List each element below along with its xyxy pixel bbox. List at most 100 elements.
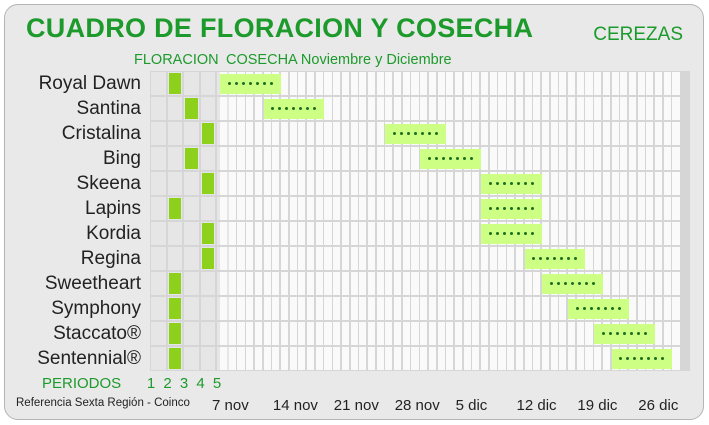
harvest-dot: [623, 332, 627, 335]
harvest-dot: [530, 207, 534, 210]
day-cell: [585, 222, 593, 245]
period-cell: [151, 222, 166, 245]
harvest-window-bar: [481, 173, 542, 194]
day-cell: [454, 197, 463, 220]
date-label: 5 dic: [455, 397, 488, 414]
day-cell: [237, 172, 245, 195]
day-cell: [472, 172, 480, 195]
day-cell: [637, 247, 645, 270]
harvest-dot: [442, 157, 446, 160]
day-cell: [315, 72, 323, 95]
harvest-dot: [509, 232, 513, 235]
harvest-window-bar: [420, 148, 481, 169]
day-cell: [437, 222, 445, 245]
day-cell: [280, 72, 289, 95]
day-cell: [411, 347, 419, 370]
day-cell: [611, 172, 619, 195]
harvest-window-bar: [594, 323, 655, 344]
day-cell: [315, 322, 323, 345]
day-cell: [472, 297, 480, 320]
day-cell: [463, 72, 471, 95]
period-cell: [151, 197, 166, 220]
flowering-period-mark: [185, 148, 198, 169]
harvest-dot: [616, 332, 620, 335]
day-cell: [420, 97, 428, 120]
harvest-dot: [278, 107, 282, 110]
day-cell: [541, 322, 550, 345]
day-cell: [489, 322, 497, 345]
day-cell: [637, 72, 645, 95]
day-cell: [672, 147, 680, 170]
day-cell: [559, 347, 567, 370]
day-cell: [367, 272, 376, 295]
harvest-dot: [654, 357, 658, 360]
period-cell: [184, 272, 199, 295]
day-cell: [333, 122, 341, 145]
day-cell: [655, 297, 663, 320]
day-cell: [376, 197, 384, 220]
day-cell: [481, 97, 489, 120]
period-cell: [184, 247, 199, 270]
day-cell: [359, 97, 367, 120]
day-cell: [228, 147, 236, 170]
day-cell: [655, 147, 663, 170]
day-cell: [359, 247, 367, 270]
day-cell: [594, 197, 602, 220]
day-cell: [663, 97, 671, 120]
day-cell: [420, 197, 428, 220]
day-cell: [350, 247, 358, 270]
day-cell: [550, 197, 558, 220]
day-cell: [367, 247, 376, 270]
day-cell: [611, 72, 619, 95]
day-cell: [272, 122, 280, 145]
harvest-dot: [407, 132, 411, 135]
flowering-period-mark: [201, 123, 214, 144]
day-cell: [541, 197, 550, 220]
day-cell: [628, 72, 637, 95]
day-cell: [568, 122, 576, 145]
day-cell: [341, 322, 349, 345]
day-cell: [454, 272, 463, 295]
day-cell: [280, 172, 289, 195]
day-cell: [350, 72, 358, 95]
day-cell: [541, 297, 550, 320]
day-cell: [359, 172, 367, 195]
period-cell: [151, 97, 166, 120]
day-cell: [280, 222, 289, 245]
harvest-dot: [516, 232, 520, 235]
day-cell: [341, 247, 349, 270]
day-cell: [463, 247, 471, 270]
day-cell: [620, 272, 628, 295]
day-cell: [411, 322, 419, 345]
day-cell: [385, 297, 393, 320]
harvest-dot: [271, 107, 275, 110]
day-cell: [411, 222, 419, 245]
day-cell: [550, 222, 558, 245]
day-cell: [341, 197, 349, 220]
day-cell: [576, 147, 584, 170]
period-cell: [184, 197, 199, 220]
day-cell: [315, 172, 323, 195]
day-cell: [333, 172, 341, 195]
day-cell: [594, 72, 602, 95]
day-cell: [289, 347, 297, 370]
day-cell: [254, 297, 262, 320]
day-cell: [289, 122, 297, 145]
day-cell: [498, 147, 506, 170]
periods-label: PERIODOS: [42, 375, 122, 392]
day-cell: [550, 297, 558, 320]
harvest-dot: [495, 232, 499, 235]
period-cell: [167, 222, 182, 245]
period-cell: [200, 347, 215, 370]
day-cell: [663, 322, 671, 345]
harvest-header: COSECHA Noviembre y Diciembre: [226, 52, 452, 68]
harvest-dot: [516, 182, 520, 185]
harvest-dot: [610, 307, 614, 310]
day-cell: [220, 197, 228, 220]
harvest-dot: [248, 82, 252, 85]
day-cell: [481, 297, 489, 320]
day-cell: [367, 172, 376, 195]
variety-name: Bing: [102, 148, 141, 169]
day-cell: [672, 72, 680, 95]
day-cell: [315, 122, 323, 145]
